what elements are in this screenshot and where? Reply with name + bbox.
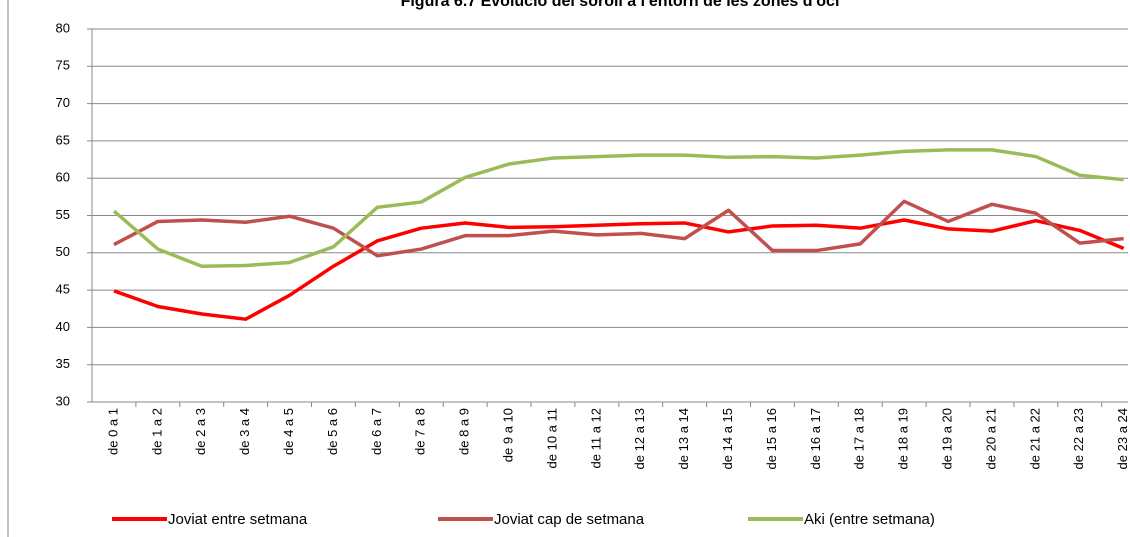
- y-tick-label: 75: [56, 58, 70, 73]
- x-tick-label: de 22 a 23: [1071, 408, 1086, 469]
- x-tick-label: de 23 a 24: [1115, 408, 1130, 469]
- x-tick-label: de 13 a 14: [676, 408, 691, 469]
- legend-label: Aki (entre setmana): [804, 511, 935, 528]
- x-tick-label: de 17 a 18: [852, 408, 867, 469]
- y-tick-label: 45: [56, 282, 70, 297]
- series-line: [112, 148, 1124, 268]
- chart-title: Figura 6.7 Evolució del soroll a l'entor…: [401, 0, 840, 10]
- y-tick-label: 40: [56, 319, 70, 334]
- y-tick-label: 70: [56, 95, 70, 110]
- x-tick-label: de 15 a 16: [764, 408, 779, 469]
- x-tick-label: de 11 a 12: [588, 408, 603, 468]
- y-tick-label: 80: [56, 20, 70, 35]
- x-tick-label: de 4 a 5: [281, 408, 296, 455]
- x-tick-label: de 7 a 8: [413, 408, 428, 455]
- x-tick-label: de 8 a 9: [457, 408, 472, 455]
- series-line: [113, 199, 1124, 258]
- y-tick-label: 55: [56, 207, 70, 222]
- x-tick-label: de 2 a 3: [193, 408, 208, 455]
- y-tick-label: 60: [56, 170, 70, 185]
- x-tick-label: de 12 a 13: [632, 408, 647, 469]
- legend-label: Joviat cap de setmana: [494, 511, 645, 528]
- y-tick-label: 30: [56, 393, 70, 408]
- x-tick-label: de 18 a 19: [896, 408, 911, 469]
- y-tick-label: 50: [56, 244, 70, 259]
- x-tick-label: de 16 a 17: [808, 408, 823, 469]
- x-tick-label: de 3 a 4: [237, 408, 252, 455]
- x-tick-label: de 9 a 10: [500, 408, 515, 462]
- x-tick-label: de 5 a 6: [325, 408, 340, 455]
- chart-frame: [7, 0, 1130, 537]
- x-tick-label: de 19 a 20: [939, 408, 954, 469]
- x-tick-label: de 21 a 22: [1027, 408, 1042, 469]
- x-tick-label: de 20 a 21: [983, 408, 998, 469]
- series-line: [113, 218, 1125, 321]
- x-tick-label: de 14 a 15: [720, 408, 735, 469]
- legend-label: Joviat entre setmana: [168, 511, 308, 528]
- x-tick-label: de 6 a 7: [369, 408, 384, 455]
- y-tick-label: 35: [56, 356, 70, 371]
- x-tick-label: de 1 a 2: [149, 408, 164, 455]
- y-tick-label: 65: [56, 132, 70, 147]
- x-tick-label: de 0 a 1: [105, 408, 120, 455]
- x-tick-label: de 10 a 11: [544, 408, 559, 468]
